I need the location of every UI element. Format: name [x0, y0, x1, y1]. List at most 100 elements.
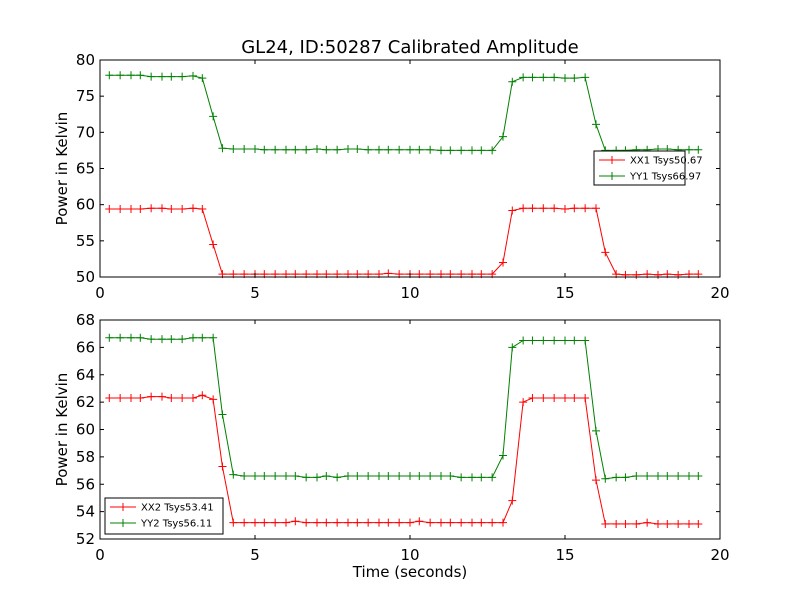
bottom-series-yy-point — [333, 473, 342, 482]
bottom-series-xx-point — [663, 519, 672, 528]
top-series-yy-point — [446, 146, 455, 155]
top-series-yy-point — [147, 72, 156, 81]
bottom-series-yy-point — [260, 472, 269, 481]
bottom-series-xx-point — [353, 518, 362, 527]
bottom-series-xx-point — [477, 518, 486, 527]
legend-label-yy1: YY1 Tsys66.97 — [629, 172, 701, 183]
bottom-series-yy-point — [344, 472, 352, 481]
bottom-series-yy-line — [109, 337, 699, 480]
bottom-series-xx-point — [570, 394, 579, 403]
top-series-xx-point — [561, 205, 569, 214]
top-series-yy-point — [209, 112, 218, 121]
top-series-xx-point — [127, 205, 135, 214]
bottom-ticks-layer: 0 5 10 15 20 52 54 56 58 60 62 64 66 68 — [76, 311, 730, 564]
bottom-series-xx-point — [415, 517, 424, 526]
top-series-yy-point — [344, 144, 352, 153]
bottom-x-tick-label: 0 — [95, 546, 105, 564]
bottom-series-yy-point — [116, 333, 125, 342]
bottom-series-yy-point — [189, 333, 197, 342]
top-series-xx-point — [592, 204, 600, 213]
bottom-series-xx-point — [260, 518, 269, 527]
top-series-xx-point — [178, 205, 187, 214]
bottom-series-yy-point — [477, 473, 486, 482]
bottom-series-xx-point — [621, 519, 630, 528]
bottom-series-xx-point — [218, 462, 227, 471]
bottom-series-yy-point — [632, 472, 641, 481]
top-series-yy-point — [271, 145, 280, 154]
top-series-yy-point — [116, 71, 125, 80]
bottom-series-yy-point — [322, 472, 331, 481]
bottom-series-yy-point — [364, 472, 373, 481]
top-series-yy-point — [477, 146, 486, 155]
top-series-xx-point — [198, 205, 207, 214]
bottom-series-xx-point — [508, 496, 517, 505]
bottom-series-yy-point — [581, 336, 590, 345]
bottom-series-yy-point — [519, 336, 528, 345]
legend-label-xx2: XX2 Tsys53.41 — [141, 503, 214, 514]
top-series-yy-point — [508, 77, 517, 86]
top-series-yy-point — [127, 71, 135, 80]
bottom-series-xx-point — [539, 394, 548, 403]
bottom-series-xx-point — [229, 518, 238, 527]
bottom-series-xx-point — [251, 518, 259, 527]
top-series-xx-line — [109, 207, 699, 276]
bottom-series-xx-point — [395, 518, 404, 527]
top-series-yy-point — [322, 145, 331, 154]
bottom-series-xx-point — [282, 518, 290, 527]
bottom-series-xx-point — [612, 519, 621, 528]
bottom-y-tick-label: 62 — [76, 393, 95, 411]
top-series-xx-point — [528, 204, 537, 213]
bottom-y-tick-label: 68 — [76, 311, 95, 329]
bottom-series-xx-point — [313, 518, 321, 527]
top-series-xx-point — [105, 205, 114, 214]
top-y-tick-label: 60 — [76, 196, 95, 214]
bottom-series-xx-point — [674, 519, 683, 528]
bottom-series-yy-point — [291, 472, 300, 481]
bottom-series-xx-point — [198, 391, 207, 400]
top-series-yy-point — [291, 145, 300, 154]
bottom-series-xx-point — [694, 519, 703, 528]
bottom-series-xx-point — [116, 394, 125, 403]
bottom-y-tick-label: 66 — [76, 338, 95, 356]
bottom-series-xx-point — [375, 518, 383, 527]
bottom-series-xx-point — [592, 476, 600, 485]
top-series-xx-point — [209, 240, 218, 249]
top-series-yy-point — [167, 72, 176, 81]
legend-marker-xx2 — [119, 503, 127, 511]
top-series-xx-point — [581, 204, 590, 213]
bottom-series-xx-point — [561, 394, 569, 403]
bottom-series-xx-point — [178, 394, 187, 403]
bottom-series-xx-point — [209, 395, 218, 404]
bottom-series-yy-point — [674, 472, 683, 481]
bottom-series-xx-point — [446, 518, 455, 527]
bottom-series-xx-point — [519, 398, 528, 407]
top-x-tick-label: 5 — [250, 284, 260, 302]
top-series-yy-point — [353, 144, 362, 153]
top-series-yy-point — [468, 146, 476, 155]
top-series-yy-point — [519, 73, 528, 82]
top-series-yy-point — [694, 145, 703, 154]
bottom-series-yy-point — [406, 472, 414, 481]
bottom-series-yy-point — [550, 336, 559, 345]
bottom-series-yy-point — [209, 333, 218, 342]
bottom-series-yy-point — [446, 472, 455, 481]
bottom-series-xx-point — [167, 394, 176, 403]
bottom-series-yy-point — [694, 472, 703, 481]
bottom-y-tick-label: 56 — [76, 475, 95, 493]
bottom-series-yy-point — [313, 473, 321, 482]
top-series-yy-point — [499, 132, 507, 141]
bottom-series-yy-point — [592, 426, 600, 435]
bottom-series-yy-point — [539, 336, 548, 345]
bottom-x-tick-label: 20 — [710, 546, 729, 564]
top-series-xx-point — [116, 205, 125, 214]
bottom-series-xx-point — [158, 392, 166, 401]
top-series-yy-point — [229, 144, 238, 153]
top-series-yy-point — [313, 144, 321, 153]
bottom-series-yy-point — [437, 472, 445, 481]
top-series-yy-point — [302, 145, 311, 154]
bottom-series-yy-point — [158, 335, 166, 344]
bottom-series-yy-point — [508, 343, 517, 352]
bottom-x-tick-label: 10 — [400, 546, 419, 564]
legend-entry-xx1: XX1 Tsys50.67 — [599, 156, 703, 167]
top-series-yy-point — [198, 74, 207, 83]
